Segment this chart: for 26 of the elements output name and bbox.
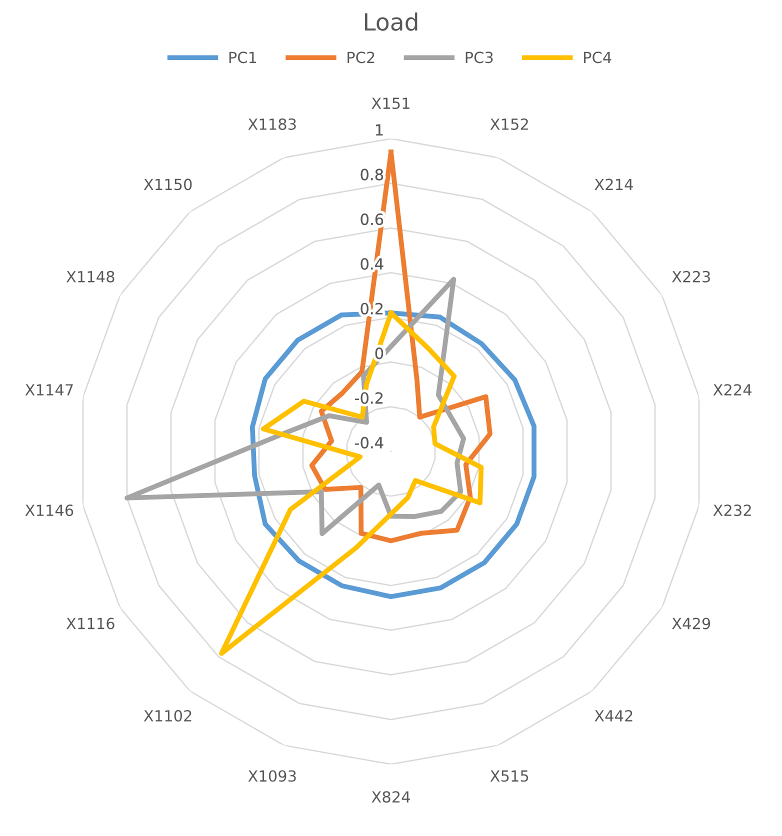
spoke-label: X1148 <box>66 270 114 282</box>
spoke-label: X224 <box>713 384 752 396</box>
spoke-label: X824 <box>372 791 410 803</box>
spoke-label: X223 <box>672 270 710 282</box>
y-tick-label: -0.4 <box>354 436 384 448</box>
spoke-label: X1183 <box>248 118 296 130</box>
legend-label: PC2 <box>348 52 374 64</box>
spoke-label: X1102 <box>144 710 192 722</box>
spoke-label: X151 <box>372 98 410 110</box>
legend-label: PC1 <box>229 52 256 64</box>
spoke-label: X442 <box>594 710 632 722</box>
spoke-label: X1147 <box>25 384 73 396</box>
y-tick-label: 1 <box>376 124 383 136</box>
legend-label: PC3 <box>466 52 493 64</box>
spoke-label: X1150 <box>144 178 192 190</box>
spoke-label: X214 <box>594 178 633 190</box>
spoke-label: X232 <box>713 504 751 516</box>
y-tick-label: 0.8 <box>360 168 384 180</box>
legend-label: PC4 <box>584 52 612 64</box>
spoke-label: X1146 <box>25 504 74 516</box>
spoke-label: X1093 <box>248 770 296 782</box>
chart-title: Load <box>364 12 418 31</box>
spoke-label: X1116 <box>66 618 114 630</box>
spoke-label: X429 <box>672 618 710 630</box>
spoke-label: X515 <box>490 770 528 782</box>
spoke-label: X152 <box>490 118 528 130</box>
